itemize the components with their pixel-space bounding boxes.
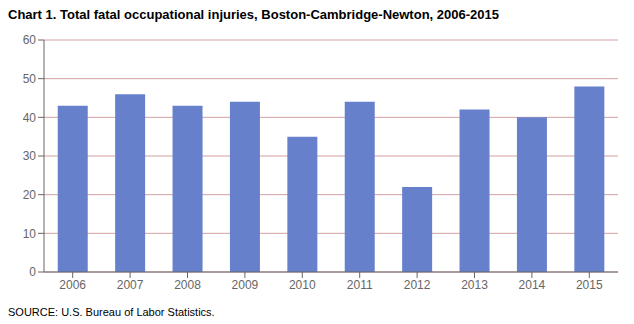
svg-text:2015: 2015 <box>576 278 603 292</box>
svg-text:2010: 2010 <box>289 278 316 292</box>
svg-text:2014: 2014 <box>519 278 546 292</box>
svg-text:0: 0 <box>29 265 36 279</box>
svg-text:2009: 2009 <box>232 278 259 292</box>
svg-text:40: 40 <box>23 111 37 125</box>
svg-text:50: 50 <box>23 72 37 86</box>
svg-text:20: 20 <box>23 188 37 202</box>
svg-text:30: 30 <box>23 149 37 163</box>
svg-text:60: 60 <box>23 33 37 47</box>
html-text:SOURCE: U.S. Bureau of Labor S: SOURCE: U.S. Bureau of Labor Statistics. <box>8 306 215 318</box>
svg-text:2013: 2013 <box>461 278 488 292</box>
html-text:Chart 1. Total fatal occupatio: Chart 1. Total fatal occupational injuri… <box>8 7 499 22</box>
svg-text:2006: 2006 <box>59 278 86 292</box>
svg-text:10: 10 <box>23 227 37 241</box>
svg-text:2008: 2008 <box>174 278 201 292</box>
svg-text:2012: 2012 <box>404 278 431 292</box>
svg-text:2007: 2007 <box>117 278 144 292</box>
svg-text:2011: 2011 <box>347 278 373 292</box>
